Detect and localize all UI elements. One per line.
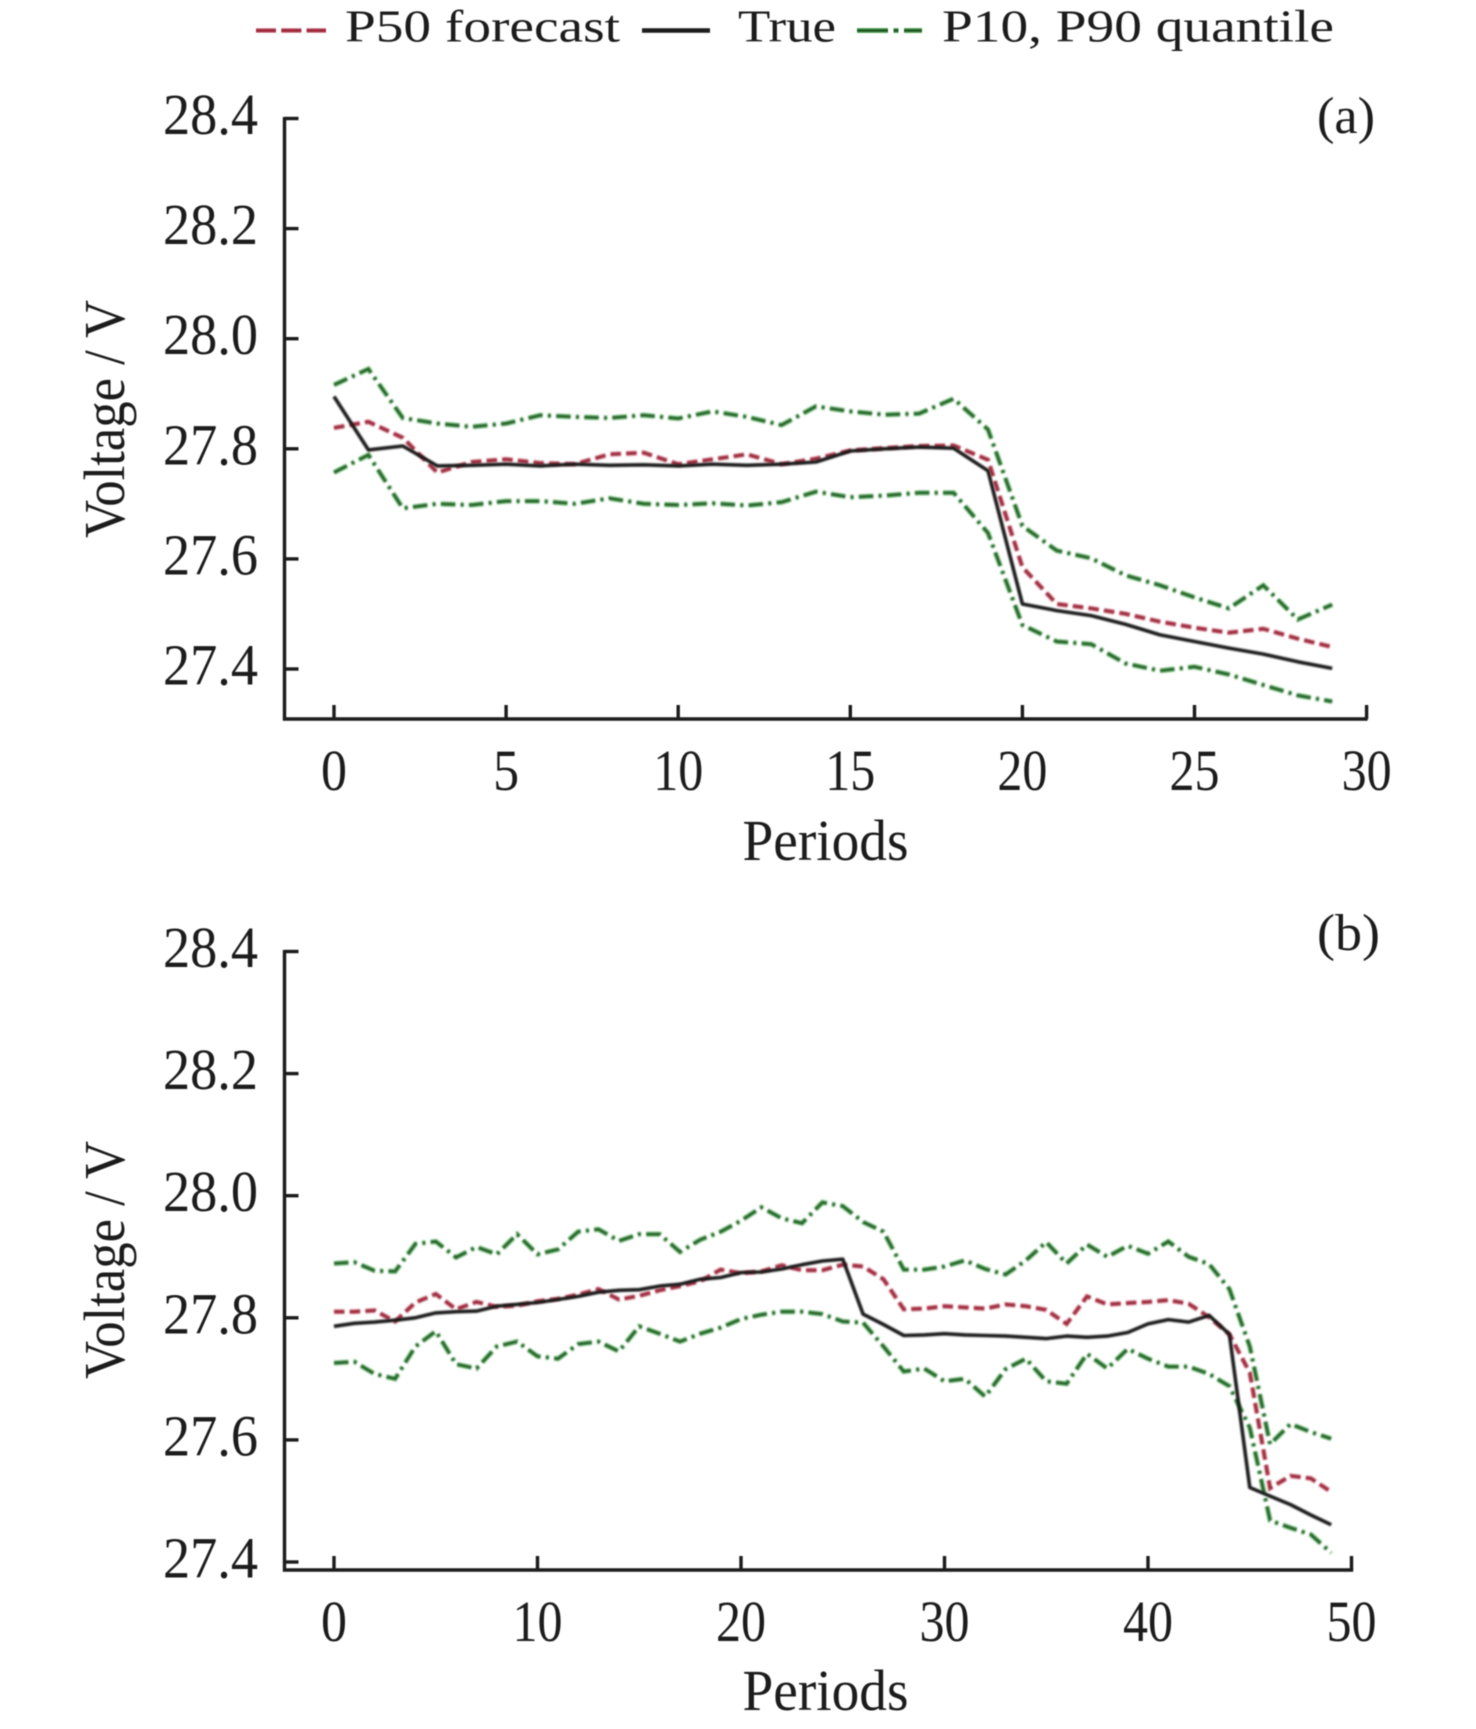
svg-text:Periods: Periods	[743, 808, 909, 873]
svg-text:Voltage / V: Voltage / V	[72, 1141, 137, 1379]
svg-text:5: 5	[493, 738, 519, 803]
svg-text:25: 25	[1170, 738, 1220, 803]
svg-text:(b): (b)	[1317, 905, 1380, 962]
svg-text:28.4: 28.4	[163, 82, 258, 147]
svg-text:0: 0	[321, 738, 347, 803]
svg-text:P10, P90 quantile: P10, P90 quantile	[942, 2, 1334, 52]
svg-text:28.0: 28.0	[163, 1159, 258, 1224]
svg-text:27.6: 27.6	[163, 522, 258, 587]
svg-text:28.4: 28.4	[163, 915, 258, 980]
svg-text:40: 40	[1123, 1589, 1173, 1654]
svg-text:(a): (a)	[1317, 88, 1375, 145]
svg-text:P50 forecast: P50 forecast	[345, 2, 621, 52]
svg-text:0: 0	[321, 1589, 347, 1654]
svg-text:15: 15	[825, 738, 875, 803]
svg-text:27.6: 27.6	[163, 1403, 258, 1468]
svg-text:30: 30	[920, 1589, 970, 1654]
svg-text:20: 20	[716, 1589, 766, 1654]
svg-text:Periods: Periods	[743, 1658, 909, 1723]
svg-text:50: 50	[1327, 1589, 1377, 1654]
svg-text:28.2: 28.2	[163, 192, 258, 257]
svg-text:27.8: 27.8	[163, 412, 258, 477]
svg-text:True: True	[738, 2, 836, 52]
svg-text:30: 30	[1342, 738, 1392, 803]
svg-text:28.0: 28.0	[163, 302, 258, 367]
svg-text:10: 10	[653, 738, 703, 803]
svg-text:27.4: 27.4	[163, 1526, 258, 1591]
svg-text:20: 20	[997, 738, 1047, 803]
svg-text:10: 10	[513, 1589, 563, 1654]
svg-text:Voltage / V: Voltage / V	[72, 300, 137, 538]
svg-text:27.4: 27.4	[163, 633, 258, 698]
svg-text:27.8: 27.8	[163, 1281, 258, 1346]
svg-text:28.2: 28.2	[163, 1037, 258, 1102]
